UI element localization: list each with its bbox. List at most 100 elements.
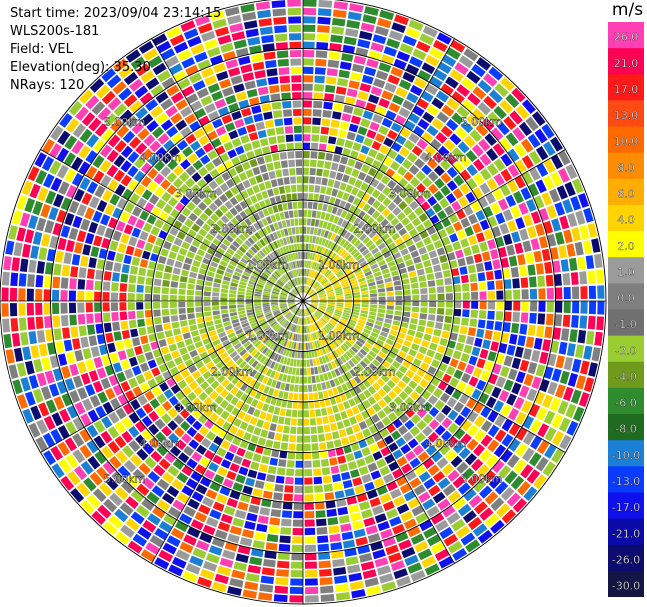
velocity-bin [303,142,311,150]
velocity-bin [392,320,401,326]
velocity-bin [123,254,132,265]
velocity-bin [390,560,405,572]
velocity-bin [328,299,336,301]
velocity-bin [586,330,595,345]
velocity-bin [353,251,361,259]
velocity-bin [233,418,242,428]
velocity-bin [359,260,367,267]
velocity-bin [326,289,334,293]
velocity-bin [290,58,302,66]
velocity-bin [509,333,518,345]
velocity-bin [362,213,371,222]
velocity-bin [138,267,147,276]
velocity-bin [412,234,422,243]
velocity-bin [384,237,394,246]
velocity-bin [305,243,309,251]
velocity-bin [419,378,429,389]
velocity-bin [259,239,266,247]
velocity-bin [79,128,93,143]
velocity-bin [364,156,374,166]
velocity-bin [154,317,162,325]
velocity-bin [343,401,351,410]
velocity-bin [277,203,284,212]
velocity-bin [416,268,425,276]
velocity-bin [275,475,285,484]
velocity-bin [353,295,361,298]
velocity-bin [139,210,150,221]
colorbar-swatch [608,231,644,258]
velocity-bin [155,324,163,333]
velocity-bin [408,323,417,331]
velocity-bin [383,272,391,279]
velocity-bin [519,359,530,372]
velocity-bin [470,200,481,212]
velocity-bin [386,38,401,49]
velocity-bin [467,327,477,337]
velocity-bin [283,425,290,434]
velocity-bin [380,246,389,255]
velocity-bin [312,314,317,321]
velocity-bin [235,193,244,203]
velocity-bin [221,284,229,290]
velocity-bin [528,183,540,197]
velocity-bin [241,458,251,468]
velocity-bin [190,265,199,273]
velocity-bin [211,296,219,301]
velocity-bin [147,154,160,166]
velocity-bin [352,306,361,310]
velocity-bin [387,179,397,190]
velocity-bin [337,455,347,464]
velocity-bin [144,285,153,294]
velocity-bin [240,319,248,325]
velocity-bin [86,181,98,194]
velocity-bin [342,479,353,489]
velocity-bin [348,348,356,356]
velocity-bin [286,460,295,468]
velocity-bin [395,290,403,296]
velocity-bin [298,269,301,277]
velocity-bin [397,425,408,436]
velocity-bin [329,262,336,270]
range-ring-label: 2.00km [354,365,396,378]
velocity-bin [478,310,487,319]
velocity-bin [236,182,245,192]
velocity-bin [154,418,166,430]
velocity-bin [562,273,571,286]
velocity-bin [426,158,438,170]
velocity-bin [501,418,514,432]
velocity-bin [422,426,433,437]
velocity-bin [100,174,112,188]
velocity-bin [249,319,257,325]
velocity-bin [538,288,546,300]
velocity-bin [229,308,237,313]
velocity-bin [344,362,352,370]
velocity-bin [420,294,428,301]
velocity-bin [552,260,561,273]
velocity-bin [309,305,316,310]
velocity-bin [30,245,40,259]
velocity-bin [341,219,348,228]
velocity-bin [527,362,538,375]
velocity-bin [110,118,124,132]
velocity-bin [438,362,448,372]
velocity-bin [64,437,78,452]
velocity-bin [347,338,355,345]
velocity-bin [313,392,319,400]
velocity-bin [336,421,345,430]
velocity-bin [61,365,71,379]
velocity-bin [285,254,290,262]
velocity-bin [275,381,282,389]
velocity-bin [288,314,294,321]
velocity-bin [28,215,39,230]
velocity-bin [322,315,329,321]
velocity-bin [580,301,588,314]
velocity-bin [252,540,265,549]
velocity-bin [242,589,257,599]
velocity-bin [206,271,215,277]
velocity-bin [329,242,336,250]
velocity-bin [383,343,392,351]
velocity-bin [356,363,364,372]
velocity-bin [469,273,478,283]
velocity-bin [216,219,226,228]
velocity-bin [249,556,263,566]
